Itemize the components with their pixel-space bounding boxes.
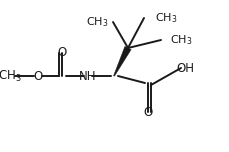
Text: CH$_3$: CH$_3$ [155, 11, 177, 25]
Text: CH$_3$: CH$_3$ [0, 68, 22, 84]
Text: OH: OH [176, 62, 194, 74]
Text: CH$_3$: CH$_3$ [170, 33, 193, 47]
Text: NH: NH [79, 69, 97, 83]
Text: O: O [143, 105, 153, 119]
Text: O: O [57, 47, 67, 59]
Text: CH$_3$: CH$_3$ [85, 15, 108, 29]
Text: O: O [33, 69, 43, 83]
Polygon shape [114, 46, 131, 76]
